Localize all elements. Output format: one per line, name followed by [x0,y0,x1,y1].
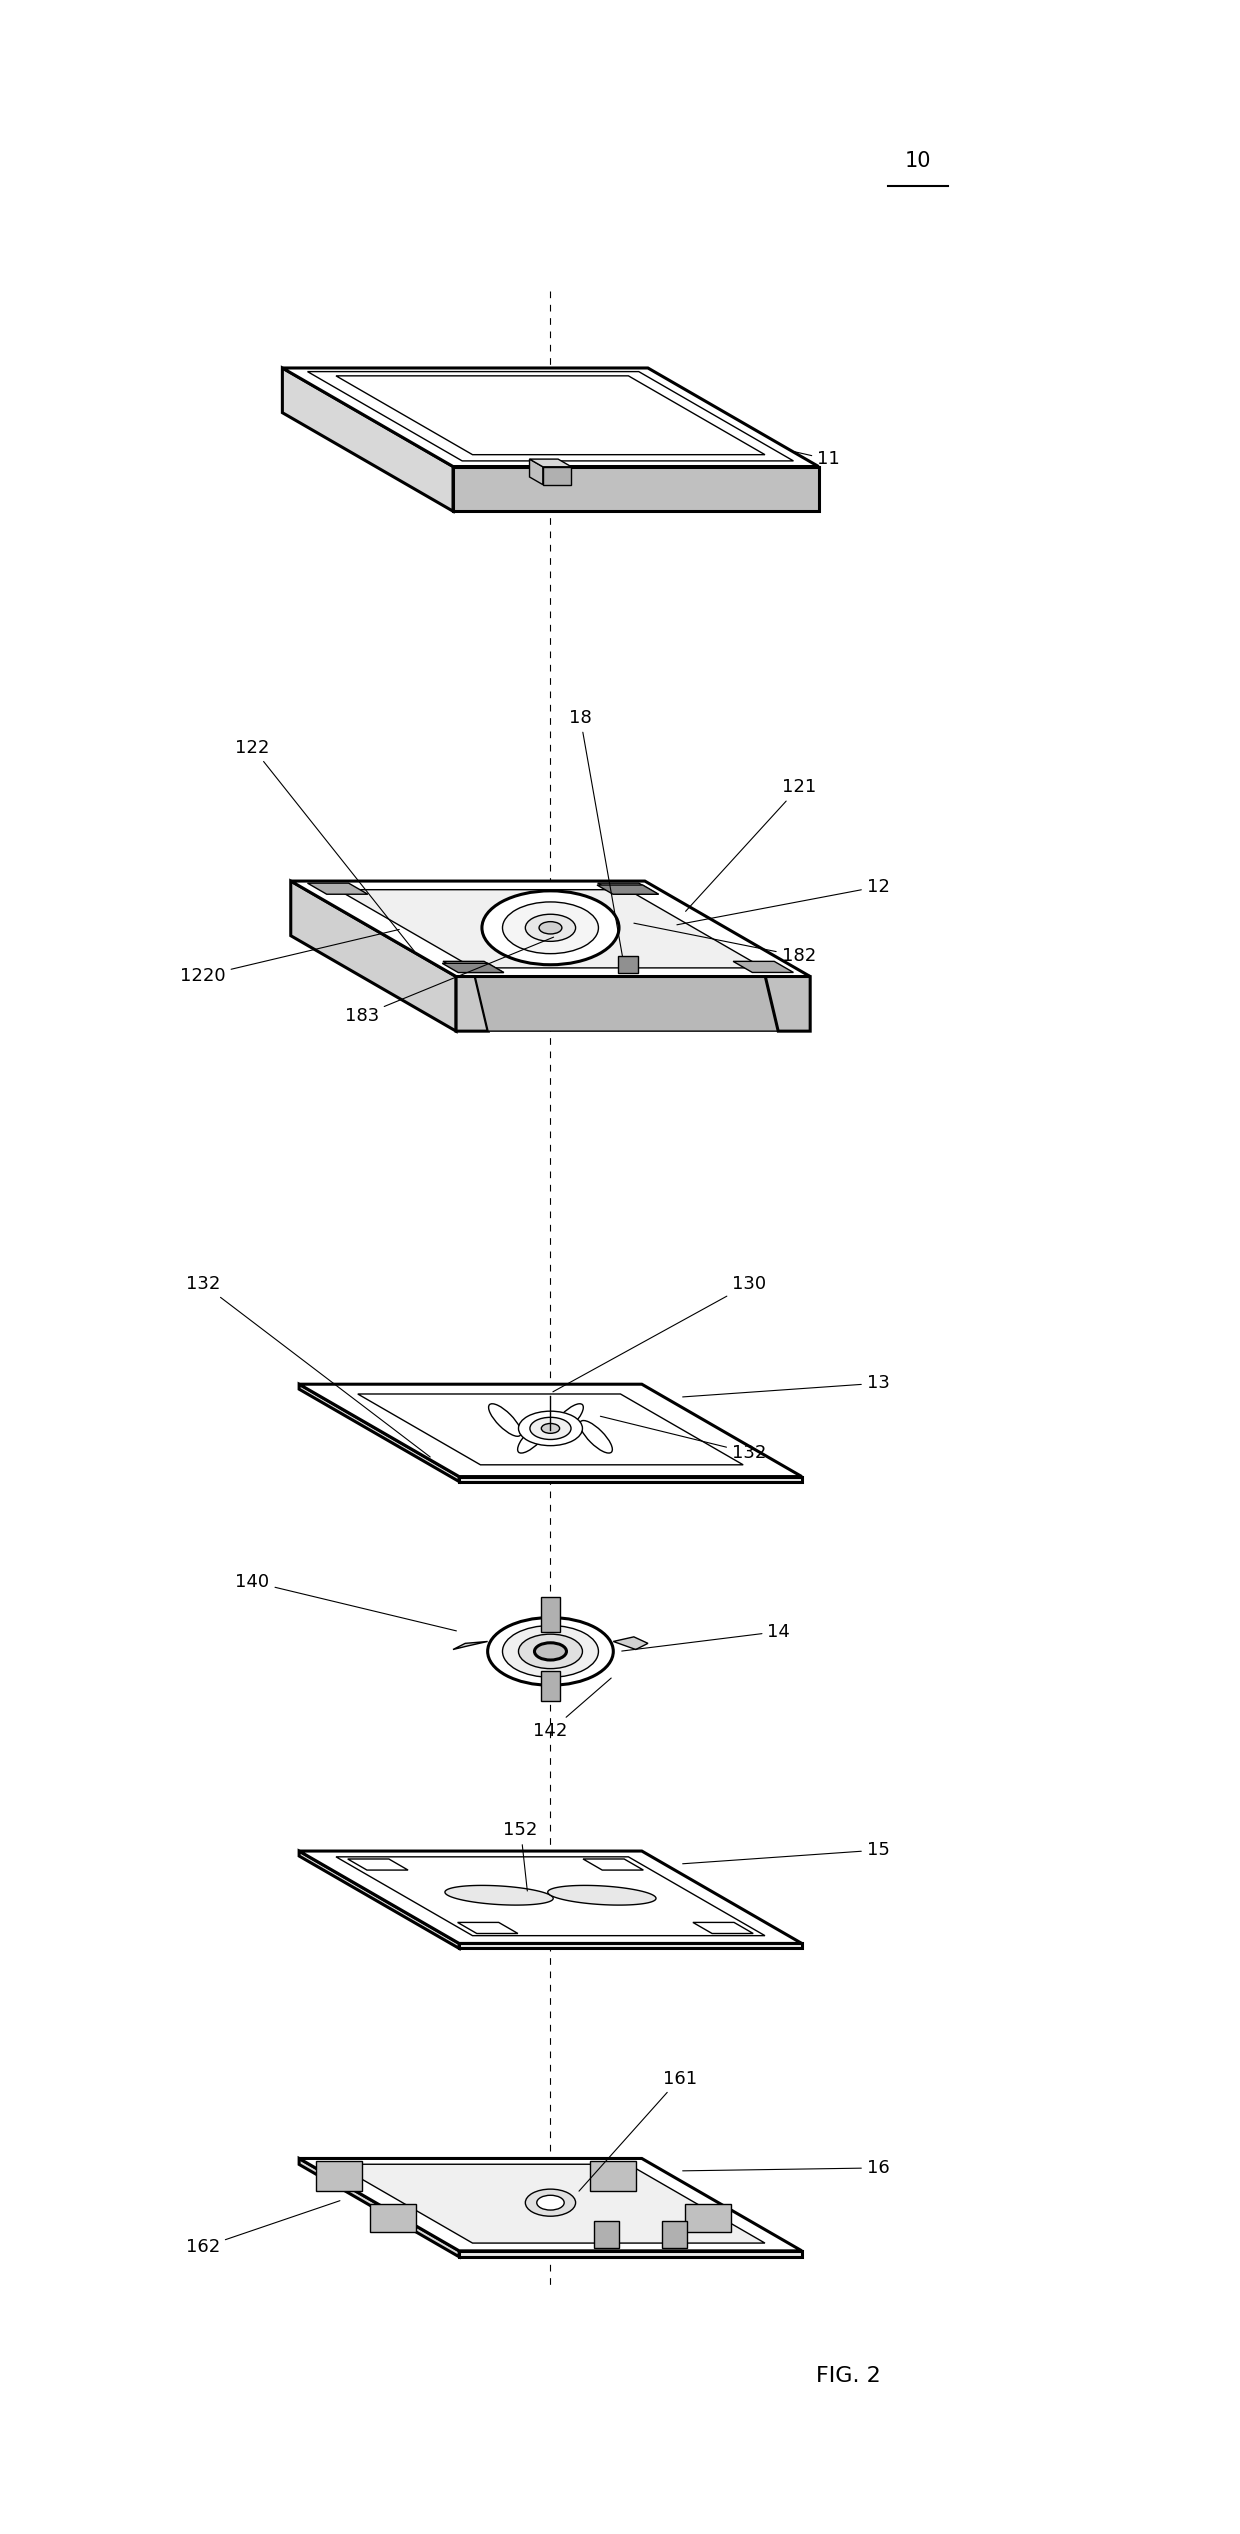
Text: 13: 13 [683,1373,889,1396]
Ellipse shape [502,1624,599,1678]
Polygon shape [542,1596,559,1632]
Text: 121: 121 [686,778,816,912]
Ellipse shape [542,1424,559,1434]
Text: 122: 122 [236,737,414,950]
Polygon shape [598,884,658,895]
Ellipse shape [502,902,599,953]
Polygon shape [614,1637,649,1650]
Polygon shape [337,889,764,968]
Polygon shape [290,882,456,1031]
Ellipse shape [537,2194,564,2210]
Polygon shape [529,459,572,466]
Polygon shape [459,2250,802,2258]
Text: 152: 152 [503,1822,538,1890]
Ellipse shape [526,2189,575,2217]
Text: 142: 142 [533,1678,611,1741]
Text: FIG. 2: FIG. 2 [816,2367,880,2387]
Polygon shape [299,1850,459,1949]
Polygon shape [590,2162,636,2192]
Polygon shape [453,1642,487,1650]
Polygon shape [299,2159,459,2258]
Ellipse shape [518,1634,583,1670]
Ellipse shape [526,915,575,940]
Polygon shape [459,1944,802,1949]
Ellipse shape [517,1422,551,1452]
Text: 12: 12 [677,877,889,925]
Ellipse shape [551,1404,583,1437]
Polygon shape [548,1885,656,1906]
Polygon shape [543,466,572,484]
Text: 10: 10 [905,152,931,172]
Polygon shape [453,466,818,512]
Ellipse shape [489,1404,521,1437]
Text: 130: 130 [553,1275,766,1391]
Polygon shape [290,882,810,976]
Ellipse shape [518,1411,583,1447]
Ellipse shape [534,1642,567,1660]
Text: 15: 15 [683,1842,889,1865]
Polygon shape [529,459,543,484]
Polygon shape [336,2164,765,2243]
Ellipse shape [487,1617,614,1685]
Text: 11: 11 [795,451,839,469]
Text: 140: 140 [236,1574,456,1632]
Polygon shape [459,1477,802,1482]
Polygon shape [443,960,503,973]
Polygon shape [528,925,557,950]
Text: 132: 132 [186,1275,430,1457]
Ellipse shape [580,1422,613,1452]
Polygon shape [474,968,779,1031]
Polygon shape [299,1850,802,1944]
Polygon shape [370,2205,415,2232]
Polygon shape [596,884,658,895]
Text: 161: 161 [579,2070,697,2192]
Polygon shape [542,1672,559,1700]
Polygon shape [299,1384,802,1477]
Text: 18: 18 [569,710,622,955]
Polygon shape [594,2222,619,2248]
Polygon shape [283,367,818,466]
Polygon shape [686,2205,730,2232]
Polygon shape [733,960,794,973]
Polygon shape [662,2222,687,2248]
Text: 182: 182 [634,922,816,965]
Polygon shape [283,367,453,512]
Polygon shape [445,1885,553,1906]
Text: 14: 14 [621,1622,790,1652]
Polygon shape [299,1384,459,1482]
Ellipse shape [529,1417,572,1439]
Ellipse shape [482,892,619,965]
Text: 183: 183 [345,938,553,1024]
Text: 162: 162 [186,2200,340,2255]
Text: 132: 132 [600,1417,766,1462]
Polygon shape [456,968,489,1031]
Polygon shape [316,2162,362,2192]
Text: 1220: 1220 [180,930,399,986]
Polygon shape [443,963,503,973]
Polygon shape [299,2159,802,2250]
Polygon shape [618,955,639,973]
Polygon shape [764,968,810,1031]
Text: 16: 16 [683,2159,889,2177]
Ellipse shape [539,922,562,935]
Polygon shape [308,884,368,895]
